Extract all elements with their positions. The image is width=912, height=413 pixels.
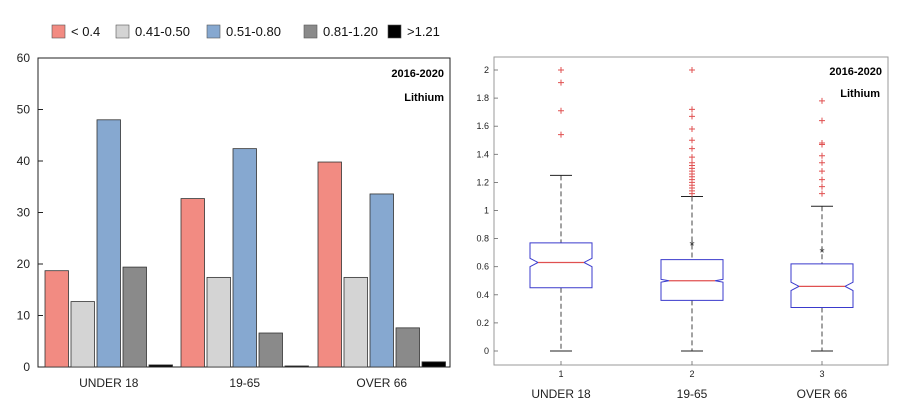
- notched-box: [660, 259, 724, 301]
- box-plot-x-axis: 1 UNDER 18 2 19-65 3 OVER 66: [531, 361, 848, 401]
- y-tick-label: 10: [17, 309, 31, 323]
- outlier-marker: [689, 137, 695, 144]
- x-category-label: 19-65: [229, 376, 260, 390]
- outlier-marker: [819, 183, 825, 190]
- y-tick-label: 30: [17, 206, 31, 220]
- bar: [206, 276, 231, 368]
- x-category-label: OVER 66: [797, 387, 848, 401]
- y-tick-label: 2: [484, 65, 489, 75]
- bar: [44, 270, 69, 368]
- y-tick-label: 1.4: [476, 149, 489, 159]
- y-tick-label: 1.6: [476, 121, 489, 131]
- y-tick-label: 0.2: [476, 318, 489, 328]
- legend-swatch: [51, 24, 66, 39]
- outlier-marker: [689, 159, 695, 166]
- outlier-marker: [558, 107, 564, 114]
- bar: [369, 193, 394, 368]
- bar-chart-period-label: 2016-2020: [391, 68, 444, 80]
- outlier-marker: [558, 131, 564, 138]
- y-tick-label: 0: [23, 360, 30, 374]
- y-tick-label: 40: [17, 154, 31, 168]
- outlier-marker: [689, 126, 695, 133]
- legend-swatch: [206, 24, 221, 39]
- mean-marker: *: [819, 245, 824, 260]
- legend-label: < 0.4: [71, 24, 100, 39]
- x-tick-label: 1: [558, 369, 563, 379]
- outlier-marker: [819, 117, 825, 124]
- legend-label: >1.21: [407, 24, 440, 39]
- legend-swatch: [115, 24, 130, 39]
- outlier-marker: [819, 168, 825, 175]
- outlier-marker: [819, 152, 825, 159]
- outlier-marker: [558, 79, 564, 86]
- outlier-marker: [689, 67, 695, 73]
- outlier-marker: [689, 154, 695, 161]
- legend-label: 0.81-1.20: [323, 24, 378, 39]
- y-tick-label: 50: [17, 103, 31, 117]
- outlier-marker: [689, 113, 695, 120]
- x-tick-label: 2: [689, 369, 694, 379]
- outlier-marker: [558, 67, 564, 73]
- outlier-marker: [819, 176, 825, 183]
- notched-box: [790, 263, 854, 308]
- y-tick-label: 1: [484, 206, 489, 216]
- x-tick-label: 3: [819, 369, 824, 379]
- bar-chart-bars: [44, 119, 446, 368]
- y-tick-label: 1.8: [476, 93, 489, 103]
- bar: [232, 148, 257, 368]
- y-tick-label: 60: [17, 51, 31, 65]
- mean-marker: *: [689, 238, 694, 253]
- bar: [343, 276, 368, 368]
- x-category-label: OVER 66: [356, 376, 407, 390]
- bar: [258, 332, 283, 368]
- box-plot-y-axis: 0 0.2 0.4 0.6 0.8 1 1.2 1.4 1.6 1.8 2: [476, 65, 498, 356]
- outlier-marker: [819, 159, 825, 166]
- bar: [421, 361, 446, 368]
- bar: [284, 365, 309, 368]
- y-tick-label: 1.2: [476, 177, 489, 187]
- box-plot-frame: [493, 56, 889, 366]
- box-plot-boxes: * *: [529, 67, 854, 352]
- bar-chart-y-axis: 0 10 20 30 40 50 60: [17, 51, 43, 374]
- outlier-marker: [819, 97, 825, 104]
- bar-chart: 0 10 20 30 40 50 60 UNDER 18 19-65 OVER 66 2016-…: [17, 51, 451, 390]
- outlier-marker: [689, 106, 695, 113]
- y-tick-label: 0.4: [476, 290, 489, 300]
- legend-label: 0.51-0.80: [226, 24, 281, 39]
- outlier-marker: [689, 145, 695, 152]
- outlier-marker: [819, 140, 825, 147]
- x-category-label: 19-65: [677, 387, 708, 401]
- y-tick-label: 0.8: [476, 234, 489, 244]
- outlier-marker: [819, 190, 825, 197]
- bar: [395, 327, 420, 368]
- bar-chart-legend: < 0.4 0.41-0.50 0.51-0.80 0.81-1.20 >1.21: [51, 24, 440, 39]
- box-plot-element-label: Lithium: [840, 88, 880, 100]
- y-tick-label: 0.6: [476, 262, 489, 272]
- x-category-label: UNDER 18: [531, 387, 591, 401]
- legend-swatch: [387, 24, 402, 39]
- bar-chart-x-axis: UNDER 18 19-65 OVER 66: [79, 376, 407, 390]
- bar: [148, 364, 173, 368]
- bar: [180, 198, 205, 368]
- bar: [96, 119, 121, 368]
- legend-label: 0.41-0.50: [135, 24, 190, 39]
- y-tick-label: 20: [17, 257, 31, 271]
- bar: [317, 161, 342, 368]
- notched-box: [529, 242, 593, 289]
- legend-swatch: [303, 24, 318, 39]
- y-tick-label: 0: [484, 346, 489, 356]
- bar: [70, 301, 95, 368]
- bar: [122, 266, 147, 368]
- bar-chart-element-label: Lithium: [404, 92, 444, 104]
- x-category-label: UNDER 18: [79, 376, 139, 390]
- box-plot-period-label: 2016-2020: [829, 66, 882, 78]
